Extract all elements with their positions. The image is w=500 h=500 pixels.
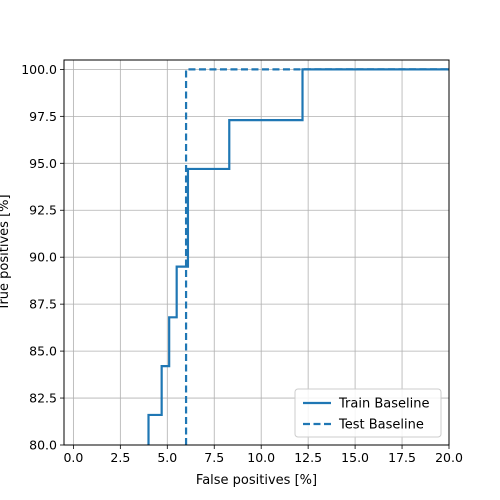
- x-tick-label: 2.5: [110, 450, 130, 465]
- legend-label: Train Baseline: [338, 397, 429, 412]
- series-line-train-baseline: [147, 68, 449, 445]
- y-tick-label: 82.5: [29, 391, 57, 406]
- x-tick-label: 17.5: [388, 450, 416, 465]
- y-tick-label: 97.5: [29, 109, 57, 124]
- x-tick-label: 10.0: [247, 450, 275, 465]
- plot-frame: [63, 59, 450, 446]
- y-tick-label: 95.0: [29, 156, 57, 171]
- y-axis-label: True positives [%]: [0, 194, 12, 311]
- y-tick-label: 92.5: [29, 203, 57, 218]
- axis-ticks: 0.0 2.5 5.0 7.5 10.0 12.5 15.0 17.5 20.0 80.0 82.5…: [21, 62, 463, 465]
- series-line-test-baseline: [184, 68, 449, 445]
- x-tick-label: 20.0: [435, 450, 463, 465]
- series-layer: [147, 68, 449, 445]
- legend-box: [294, 388, 442, 438]
- x-tick-label: 15.0: [341, 450, 369, 465]
- x-tick-label: 0.0: [63, 450, 83, 465]
- y-tick-label: 90.0: [29, 250, 57, 265]
- x-tick-label: 5.0: [157, 450, 177, 465]
- x-axis-label: False positives [%]: [196, 473, 317, 488]
- y-tick-label: 100.0: [21, 62, 57, 77]
- x-tick-label: 7.5: [204, 450, 224, 465]
- y-tick-label: 80.0: [29, 438, 57, 453]
- legend: Train Baseline Test Baseline: [294, 388, 442, 438]
- x-tick-label: 12.5: [294, 450, 322, 465]
- y-tick-label: 85.0: [29, 344, 57, 359]
- legend-label: Test Baseline: [338, 418, 424, 433]
- y-tick-label: 87.5: [29, 297, 57, 312]
